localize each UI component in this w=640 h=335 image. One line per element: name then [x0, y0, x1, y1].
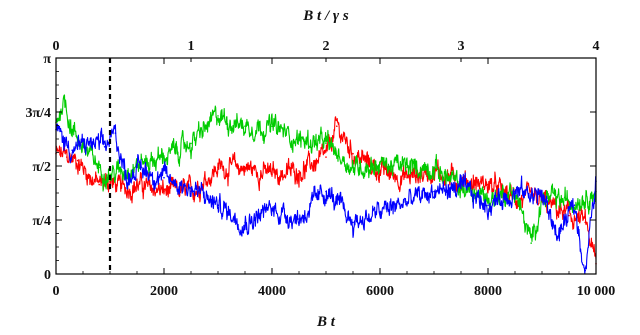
- y-tick-label: π/2: [32, 160, 51, 175]
- top-tick-label: 1: [188, 39, 195, 54]
- series-0-point: [568, 214, 570, 217]
- series-0-point: [336, 125, 338, 127]
- series-0-line: [55, 116, 597, 260]
- series-0-point: [76, 159, 79, 162]
- series-2-point: [573, 204, 576, 206]
- series-0-point: [98, 183, 100, 186]
- x-tick-label: 0: [53, 284, 60, 299]
- x-tick-label: 8000: [474, 284, 502, 299]
- series-2-point: [103, 146, 106, 148]
- series-2-point: [406, 201, 408, 203]
- series-0-point: [352, 152, 354, 155]
- y-tick-label: π: [43, 52, 51, 67]
- top-tick-label: 0: [53, 39, 60, 54]
- series-0-point: [325, 156, 327, 158]
- series-1-point: [530, 242, 532, 244]
- series-2-point: [487, 204, 489, 206]
- tick-layer: [55, 57, 597, 275]
- y-tick-label: 0: [44, 268, 51, 283]
- y-tick-label: 3π/4: [25, 106, 51, 121]
- series-2-point: [163, 176, 165, 179]
- series-2-point: [352, 221, 354, 224]
- x-tick-label: 6000: [366, 284, 394, 299]
- x-tick-label: 10 000: [577, 284, 616, 299]
- top-tick-label: 2: [323, 39, 330, 54]
- top-tick-label: 4: [593, 39, 600, 54]
- series-2-line: [55, 123, 597, 275]
- label-layer: 0 2000 4000 6000 8000 10 000 0 1 2 3 4 0 π/4 π/2 3π/4 π: [25, 39, 615, 299]
- series-1-point: [217, 115, 219, 117]
- series-1-line: [55, 94, 597, 242]
- x-axis-title: B t: [316, 314, 336, 330]
- top-axis-title: B t / γ s: [302, 8, 349, 24]
- series-layer: [55, 94, 597, 275]
- y-tick-label: π/4: [32, 214, 51, 229]
- top-tick-label: 3: [458, 39, 465, 54]
- series-1-point: [190, 142, 192, 145]
- x-tick-label: 4000: [258, 284, 286, 299]
- x-tick-label: 2000: [150, 284, 178, 299]
